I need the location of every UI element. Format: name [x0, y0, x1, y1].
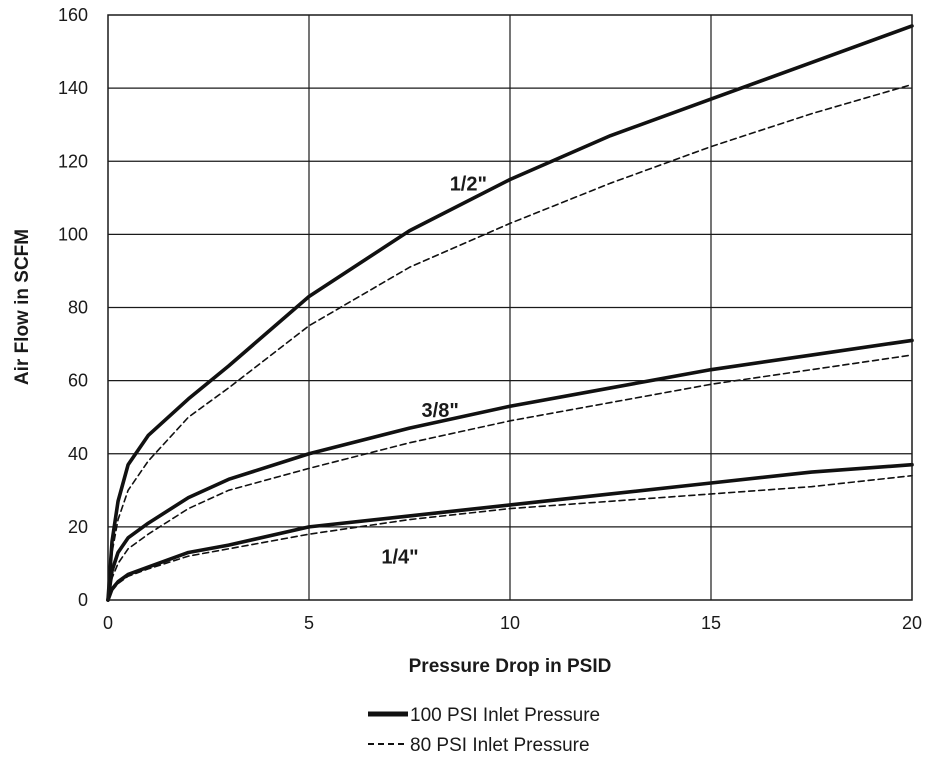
y-axis-label: Air Flow in SCFM	[12, 229, 33, 385]
x-tick-label: 20	[902, 613, 922, 633]
series-line-dashed-5	[107, 474, 913, 601]
y-tick-label: 0	[78, 590, 88, 610]
y-tick-label: 40	[68, 444, 88, 464]
series-line-solid-2	[106, 338, 914, 602]
series-line-dashed-1	[107, 83, 913, 601]
series-line-solid-0	[106, 24, 914, 602]
plot-frame	[107, 14, 913, 601]
curve-label: 1/4"	[381, 546, 418, 568]
x-tick-label: 5	[304, 613, 314, 633]
y-tick-labels: 0 20 40 60 80 100 120 140 160	[58, 5, 88, 610]
y-tick-label: 20	[68, 517, 88, 537]
y-tick-label: 100	[58, 224, 88, 244]
x-tick-labels: 0 5 10 15 20	[103, 613, 922, 633]
y-tick-label: 140	[58, 78, 88, 98]
legend: 100 PSI Inlet Pressure 80 PSI Inlet Pres…	[368, 705, 600, 756]
x-tick-label: 15	[701, 613, 721, 633]
curve-labels: 1/2" 3/8" 1/4"	[381, 174, 487, 569]
curve-label: 1/2"	[450, 174, 487, 196]
x-tick-label: 10	[500, 613, 520, 633]
y-tick-label: 80	[68, 298, 88, 318]
y-tick-label: 120	[58, 151, 88, 171]
y-tick-label: 60	[68, 371, 88, 391]
series-line-dashed-3	[107, 354, 913, 601]
x-tick-label: 0	[103, 613, 113, 633]
x-axis-label: Pressure Drop in PSID	[409, 656, 612, 677]
grid-lines	[108, 15, 912, 600]
legend-dashed-label: 80 PSI Inlet Pressure	[410, 735, 590, 756]
flow-curves	[106, 24, 914, 602]
legend-solid-label: 100 PSI Inlet Pressure	[410, 705, 600, 726]
curve-label: 3/8"	[422, 400, 459, 422]
series-line-solid-4	[106, 462, 914, 602]
y-tick-label: 160	[58, 5, 88, 25]
